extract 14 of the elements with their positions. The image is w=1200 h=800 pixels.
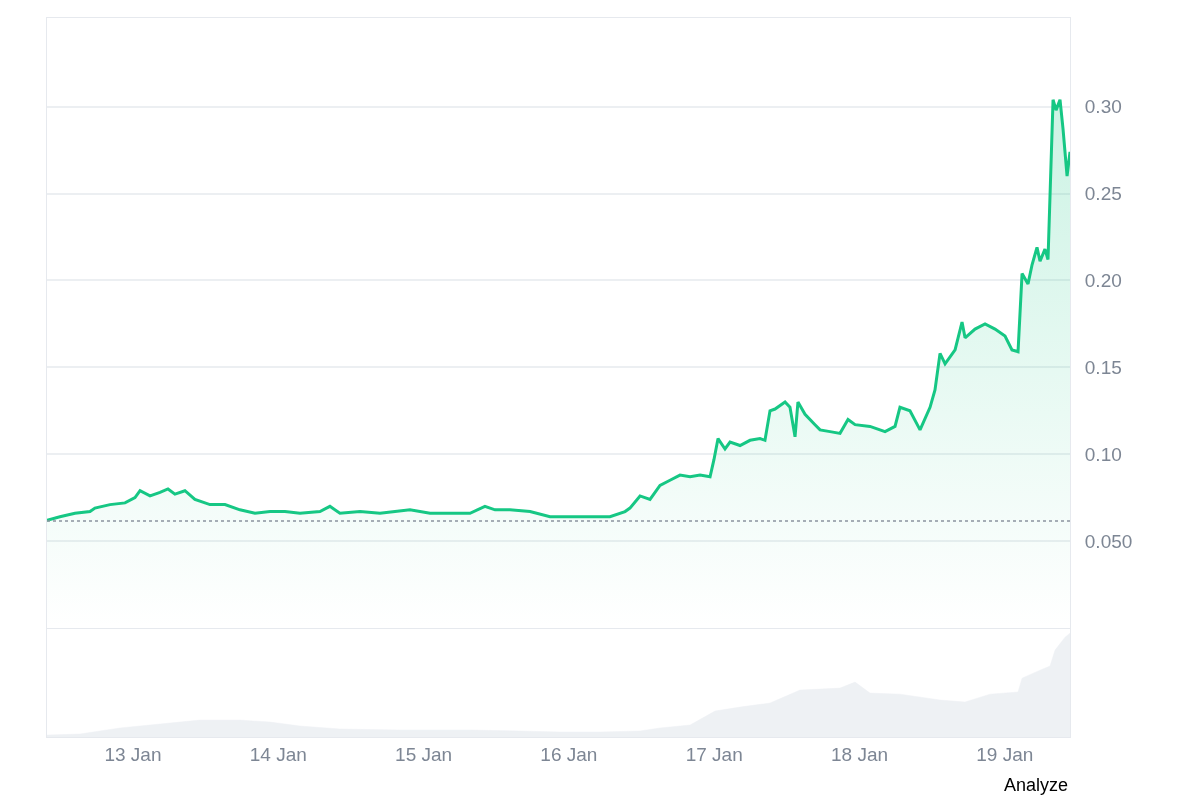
x-tick-label: 18 Jan [830,743,889,765]
y-tick-label: 0.10 [1084,443,1122,465]
y-tick-label: 0.050 [1084,530,1133,552]
x-tick-label: 13 Jan [104,743,162,765]
x-tick-label: 17 Jan [685,743,743,765]
text: Analyze [1004,775,1069,795]
y-tick-label: 0.15 [1084,356,1122,378]
x-tick-label: 14 Jan [249,743,307,765]
y-tick-label: 0.25 [1084,183,1122,205]
y-tick-label: 0.20 [1084,270,1122,292]
x-tick-label: 16 Jan [540,743,598,765]
x-tick-label: 19 Jan [976,743,1034,765]
x-tick-label: 15 Jan [395,743,453,765]
y-tick-label: 0.30 [1084,96,1122,118]
